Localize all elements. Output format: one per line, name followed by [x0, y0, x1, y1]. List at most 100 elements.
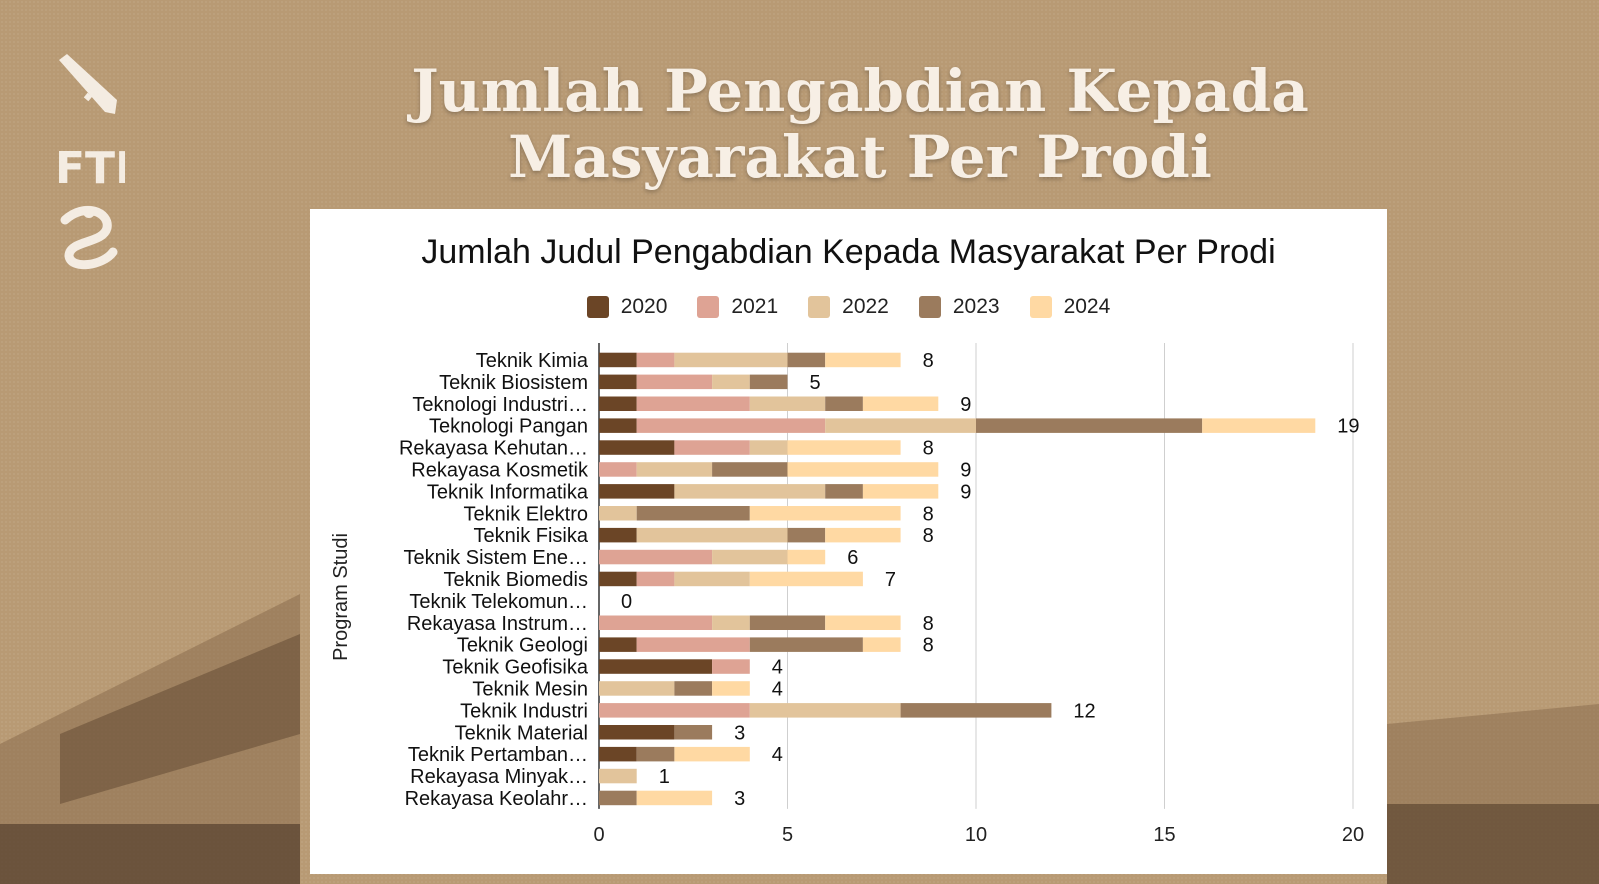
bar-segment-2024 — [825, 527, 901, 543]
bar-segment-2021 — [712, 659, 750, 674]
legend-swatch — [697, 296, 720, 318]
total-label: 3 — [734, 788, 745, 810]
legend-item-2022: 2022 — [808, 295, 889, 319]
category-label: Rekayasa Kehutan… — [399, 438, 588, 460]
legend-item-2023: 2023 — [918, 295, 1000, 319]
bar-segment-2024 — [862, 484, 939, 499]
bar-segment-2024 — [862, 396, 939, 411]
bar-segment-2022 — [674, 571, 750, 587]
bar-segment-2021 — [636, 418, 826, 433]
category-label: Teknik Geofisika — [442, 657, 588, 679]
bar-segment-2020 — [599, 396, 637, 411]
total-label: 4 — [772, 657, 783, 679]
total-label: 8 — [923, 503, 934, 525]
legend-swatch — [808, 296, 831, 318]
bar-segment-2020 — [599, 746, 637, 762]
total-label: 9 — [960, 481, 971, 503]
category-label: Teknologi Industri… — [412, 394, 588, 416]
category-label: Teknik Informatika — [427, 481, 589, 503]
bar-segment-2023 — [599, 790, 637, 806]
total-label: 19 — [1337, 416, 1359, 438]
bar-segment-2023 — [674, 681, 713, 696]
total-label: 4 — [772, 744, 783, 766]
bar-segment-2021 — [636, 396, 750, 411]
bar-segment-2022 — [825, 418, 976, 433]
total-label: 4 — [772, 678, 783, 700]
bar-segment-2023 — [787, 352, 826, 368]
bar-segment-2022 — [712, 374, 750, 390]
bar-segment-2020 — [599, 527, 637, 543]
bar-segment-2022 — [749, 703, 901, 718]
bar-segment-2023 — [712, 462, 788, 477]
category-label: Teknologi Pangan — [429, 416, 588, 438]
bar-segment-2024 — [674, 746, 750, 762]
bar-segment-2024 — [862, 637, 901, 652]
bar-segment-2024 — [636, 790, 713, 806]
bar-segment-2021 — [636, 637, 750, 652]
bar-segment-2022 — [599, 506, 637, 521]
logo-group: FTI — [55, 52, 131, 277]
total-label: 6 — [847, 547, 858, 569]
total-label: 8 — [923, 350, 934, 372]
slide-title: Jumlah Pengabdian Kepada Masyarakat Per … — [300, 58, 1420, 190]
bar-segment-2023 — [749, 637, 863, 652]
bar-segment-2020 — [599, 440, 675, 455]
bar-segment-2024 — [712, 681, 750, 696]
bar-segment-2021 — [674, 440, 750, 455]
building-photo — [0, 594, 1599, 884]
bar-segment-2022 — [636, 527, 788, 543]
legend-label: 2020 — [620, 295, 668, 318]
bar-segment-2022 — [599, 681, 675, 696]
category-label: Teknik Kimia — [476, 350, 589, 372]
bar-segment-2021 — [636, 374, 713, 390]
bar-segment-2024 — [749, 571, 863, 587]
bar-segment-2021 — [636, 352, 675, 368]
total-label: 12 — [1073, 700, 1095, 722]
total-label: 0 — [621, 591, 632, 613]
x-tick-label: 10 — [965, 824, 987, 846]
bar-segment-2021 — [599, 615, 713, 630]
legend-swatch — [1029, 296, 1052, 318]
legend-item-2024: 2024 — [1029, 295, 1111, 319]
total-label: 5 — [810, 372, 821, 394]
legend-label: 2024 — [1063, 295, 1111, 318]
total-label: 3 — [734, 722, 745, 744]
x-tick-label: 5 — [782, 824, 793, 846]
category-label: Teknik Sistem Ene… — [403, 547, 588, 569]
bar-segment-2020 — [599, 725, 675, 740]
bar-segment-2024 — [825, 615, 901, 630]
legend-swatch — [918, 296, 941, 318]
category-label: Teknik Elektro — [464, 503, 589, 525]
category-label: Teknik Biomedis — [443, 569, 588, 591]
category-label: Rekayasa Kosmetik — [411, 459, 589, 481]
bar-segment-2023 — [749, 615, 826, 630]
bar-segment-2020 — [599, 418, 637, 433]
total-label: 9 — [960, 394, 971, 416]
category-label: Teknik Geologi — [457, 635, 588, 657]
bar-segment-2023 — [636, 506, 750, 521]
bar-segment-2024 — [825, 352, 901, 368]
legend-label: 2023 — [952, 295, 1000, 318]
bar-segment-2022 — [674, 484, 826, 499]
total-label: 9 — [960, 459, 971, 481]
legend-item-2020: 2020 — [586, 295, 668, 319]
category-label: Teknik Pertamban… — [408, 744, 588, 766]
category-label: Teknik Industri — [460, 700, 588, 722]
x-tick-label: 15 — [1153, 824, 1175, 846]
category-label: Teknik Telekomun… — [409, 591, 588, 613]
bar-segment-2021 — [599, 462, 637, 477]
category-label: Teknik Material — [455, 722, 588, 744]
bar-segment-2023 — [674, 725, 713, 740]
bar-segment-2024 — [787, 440, 901, 455]
total-label: 8 — [923, 613, 934, 635]
bar-segment-2022 — [674, 352, 788, 368]
chart-card: Jumlah Judul Pengabdian Kepada Masyaraka… — [310, 209, 1387, 874]
fti-logo-text: FTI — [55, 143, 125, 194]
total-label: 8 — [923, 635, 934, 657]
bar-segment-2024 — [787, 549, 826, 565]
bar-segment-2023 — [825, 396, 863, 411]
bar-segment-2023 — [825, 484, 863, 499]
bar-segment-2021 — [599, 703, 750, 718]
bar-segment-2020 — [599, 571, 637, 587]
category-label: Rekayasa Instrum… — [407, 613, 588, 635]
